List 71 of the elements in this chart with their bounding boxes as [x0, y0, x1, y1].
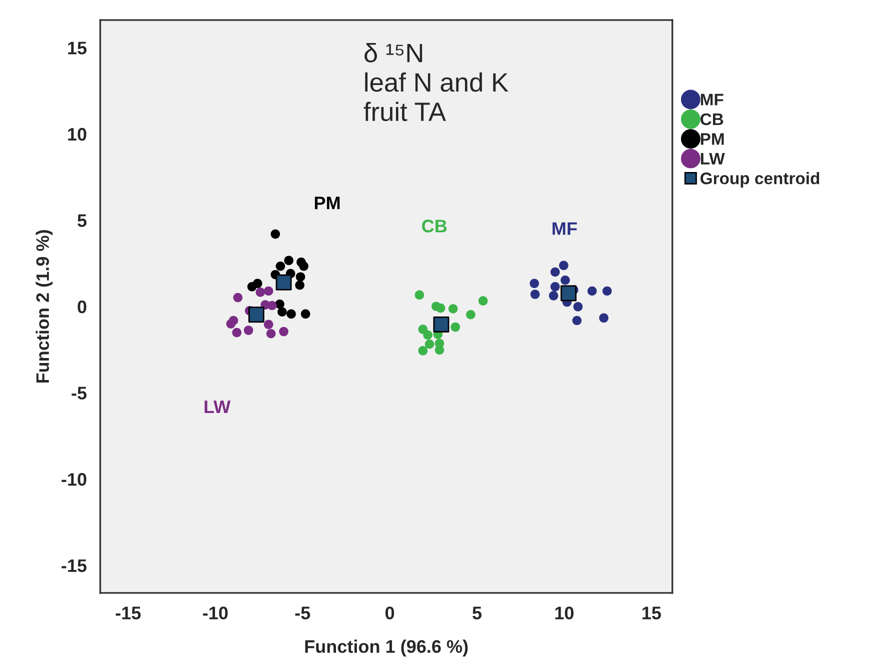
- annotation: δ ¹⁵N leaf N and K fruit TA: [364, 43, 508, 122]
- point: [244, 326, 254, 335]
- x-tick-label: 10: [555, 606, 574, 620]
- point: [424, 339, 434, 349]
- y-tick-label: -5: [72, 386, 87, 400]
- point: [550, 267, 560, 277]
- point: [284, 256, 294, 266]
- annotation: CB: [422, 220, 447, 232]
- point: [418, 346, 428, 356]
- x-tick-label: 0: [385, 606, 394, 620]
- point: [587, 286, 597, 296]
- point: [548, 290, 558, 300]
- y-tick-label: 15: [68, 42, 87, 54]
- x-tick-label: 5: [472, 606, 482, 620]
- point: [414, 290, 424, 300]
- legend-label: LW: [700, 152, 725, 164]
- point: [572, 316, 582, 326]
- point: [300, 309, 310, 319]
- y-tick-label: 10: [68, 128, 86, 141]
- annotation: LW: [204, 400, 231, 413]
- point: [232, 328, 242, 338]
- legend-label: PM: [700, 133, 724, 145]
- point: [252, 278, 262, 288]
- point: [248, 306, 264, 323]
- point: [295, 280, 304, 290]
- point: [436, 303, 446, 313]
- point: [559, 260, 568, 270]
- point: [450, 322, 460, 332]
- point: [233, 292, 243, 302]
- point: [530, 278, 540, 288]
- point: [264, 286, 274, 296]
- annotation: PM: [314, 196, 340, 210]
- point: [286, 309, 296, 319]
- annotation: MF: [552, 222, 577, 235]
- point: [267, 300, 277, 310]
- point: [299, 261, 308, 271]
- point: [602, 286, 612, 296]
- point: [256, 288, 266, 297]
- point: [466, 310, 476, 320]
- point: [478, 296, 488, 306]
- point: [530, 290, 540, 299]
- point: [296, 272, 306, 282]
- point: [276, 261, 286, 271]
- x-tick-label: -5: [295, 606, 310, 620]
- point: [550, 282, 560, 292]
- point: [423, 330, 432, 340]
- point: [226, 319, 236, 328]
- y-tick-label: 0: [78, 300, 86, 314]
- x-tick-label: -15: [116, 606, 141, 620]
- y-tick-label: 5: [78, 214, 87, 227]
- y-axis-title: Function 2 (1.9 %): [36, 230, 53, 383]
- point: [270, 229, 280, 239]
- legend-label: CB: [700, 113, 724, 126]
- point: [278, 307, 287, 317]
- y-tick-label: -15: [62, 559, 87, 572]
- point: [560, 275, 570, 285]
- point: [448, 304, 458, 314]
- x-tick-label: 15: [642, 606, 661, 620]
- point: [434, 345, 444, 355]
- point: [279, 326, 288, 336]
- point: [433, 316, 450, 332]
- legend-label: MF: [700, 94, 724, 106]
- point: [276, 274, 292, 290]
- point: [573, 302, 583, 312]
- x-axis-title: Function 1 (96.6 %): [305, 640, 468, 656]
- y-tick-label: -10: [62, 473, 86, 486]
- point: [266, 328, 276, 338]
- legend-label: Group centroid: [700, 172, 820, 188]
- x-tick-label: -10: [203, 606, 228, 620]
- point: [599, 313, 608, 323]
- point: [264, 320, 274, 330]
